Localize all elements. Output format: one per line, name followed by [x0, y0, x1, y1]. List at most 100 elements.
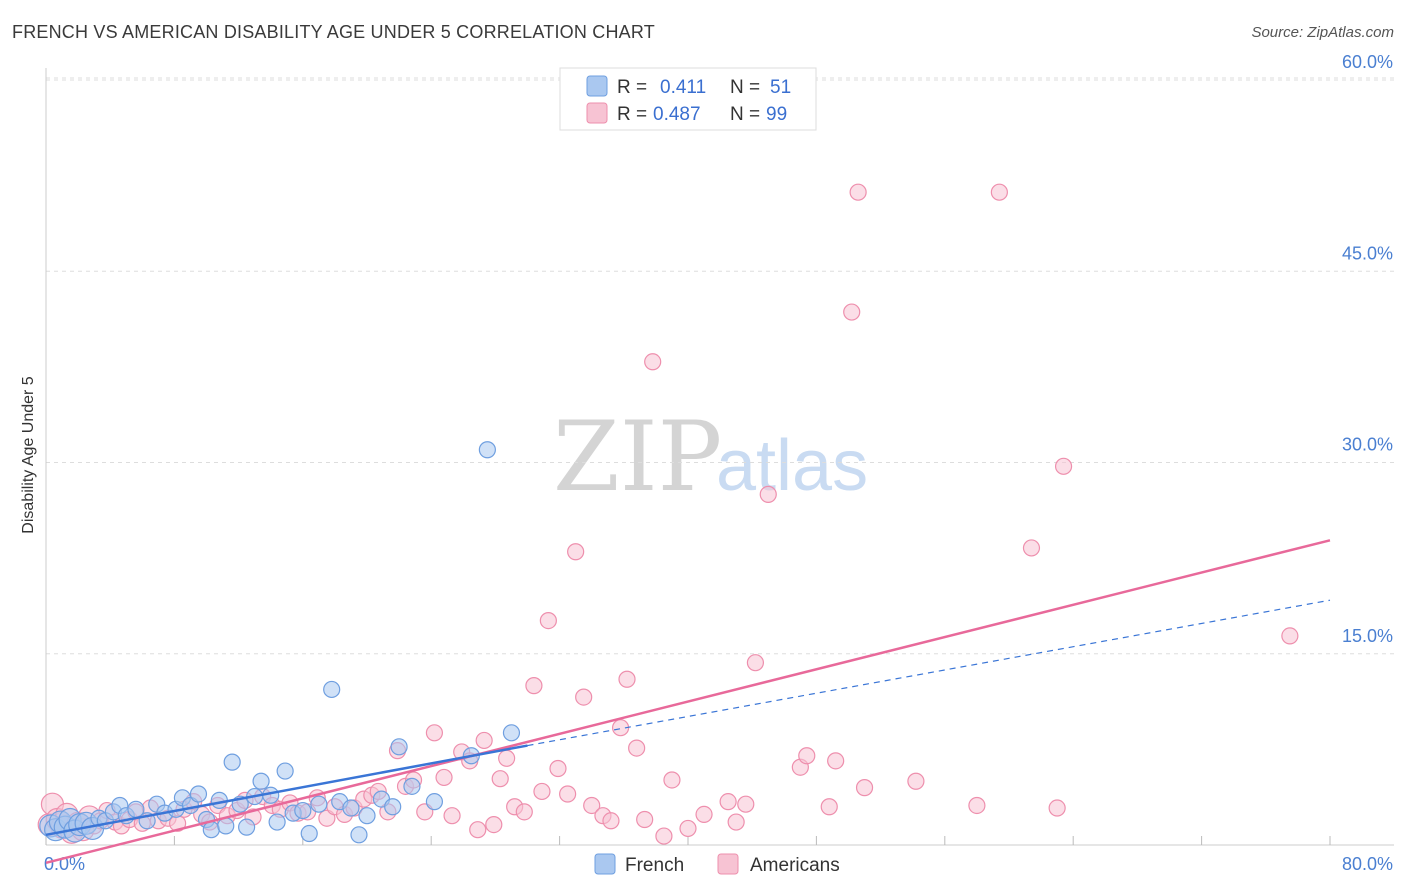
french-trend-line-extension [527, 599, 1331, 747]
french-point [323, 680, 341, 699]
french-point [403, 777, 421, 795]
x-axis-ticks [45, 836, 1331, 845]
americans-point [849, 183, 867, 201]
legend-americans-r-value: 0.487 [653, 104, 701, 125]
americans-point [525, 677, 543, 695]
americans-point [618, 670, 636, 688]
bottom-legend-french-swatch [594, 853, 616, 875]
axes [45, 68, 1394, 846]
y-tick-label-15: 15.0% [1342, 626, 1393, 646]
bottom-legend-french-label: French [625, 855, 684, 876]
bottom-legend-americans-swatch [717, 853, 739, 875]
y-tick-label-60: 60.0% [1342, 52, 1393, 72]
legend-french-swatch [586, 75, 608, 97]
chart-title: FRENCH VS AMERICAN DISABILITY AGE UNDER … [12, 22, 655, 42]
french-point [189, 785, 208, 803]
french-point [350, 826, 368, 844]
french-point [502, 724, 521, 742]
americans-point [1022, 539, 1041, 557]
americans-point [827, 752, 845, 770]
y-tick-label-45: 45.0% [1342, 243, 1393, 263]
legend-americans-n-label: N = [730, 104, 760, 125]
french-point [425, 793, 444, 811]
y-axis-label: Disability Age Under 5 [20, 376, 37, 534]
americans-point [737, 795, 755, 813]
americans-points [37, 183, 1299, 845]
legend-french-r-value: 0.411 [660, 77, 706, 98]
french-point [276, 762, 294, 780]
trend-lines [45, 539, 1331, 865]
french-point [358, 807, 376, 825]
french-point [238, 818, 256, 836]
americans-point [425, 724, 444, 742]
americans-point [469, 821, 487, 839]
americans-point [1281, 627, 1299, 645]
americans-point [746, 654, 765, 672]
french-point [202, 821, 220, 839]
americans-point [583, 796, 601, 815]
legend-americans-swatch [586, 102, 608, 124]
french-point [390, 738, 408, 756]
americans-point [759, 485, 777, 503]
french-point [300, 824, 318, 843]
french-point [310, 795, 328, 813]
americans-point [679, 819, 697, 838]
french-point [268, 813, 286, 831]
americans-point [727, 813, 745, 831]
americans-point [602, 812, 620, 830]
legend-americans-r-label: R = [617, 104, 647, 125]
french-point [294, 801, 312, 820]
french-point [384, 798, 402, 816]
americans-point [968, 796, 986, 815]
americans-point [798, 747, 816, 765]
americans-point [628, 739, 646, 757]
americans-point [1048, 799, 1066, 817]
americans-point [655, 827, 673, 845]
americans-point [820, 798, 838, 816]
americans-point [990, 183, 1008, 201]
americans-point [1054, 457, 1073, 475]
americans-point [663, 771, 681, 789]
legend-french-r-label: R = [617, 77, 647, 98]
x-tick-label-min: 0.0% [44, 854, 85, 874]
americans-point [485, 815, 503, 834]
americans-point [515, 803, 533, 821]
y-tick-label-30: 30.0% [1342, 435, 1393, 455]
bottom-legend-americans-label: Americans [750, 855, 840, 876]
source-credit: Source: ZipAtlas.com [1251, 24, 1394, 41]
watermark-zip: ZIP [553, 401, 722, 513]
legend-french-n-label: N = [730, 77, 760, 98]
americans-point [567, 543, 585, 561]
series-legend: French Americans [594, 853, 840, 876]
americans-point [475, 731, 493, 750]
french-point [478, 441, 496, 459]
americans-point [549, 759, 567, 778]
gridlines [46, 77, 1394, 655]
americans-point [695, 805, 713, 824]
french-trend-line [45, 744, 528, 837]
y-axis-ticks: 15.0% 30.0% 45.0% 60.0% [1342, 52, 1393, 646]
x-tick-label-max: 80.0% [1342, 854, 1393, 874]
americans-point [719, 793, 737, 811]
correlation-legend: R = 0.411 N = 51 R = 0.487 N = 99 [559, 67, 817, 131]
americans-trend-line [45, 539, 1331, 865]
watermark: ZIP atlas [553, 401, 868, 513]
americans-point [533, 782, 551, 801]
legend-french-n-value: 51 [770, 77, 791, 98]
legend-americans-n-value: 99 [766, 104, 787, 125]
americans-point [443, 807, 461, 825]
americans-point [539, 611, 557, 630]
americans-point [855, 779, 874, 797]
americans-point [843, 303, 861, 321]
americans-point [491, 770, 509, 788]
french-point [223, 753, 241, 771]
french-point [252, 772, 270, 790]
americans-point [636, 810, 654, 829]
americans-point [559, 785, 577, 803]
americans-point [644, 353, 662, 371]
french-point [342, 799, 360, 817]
watermark-atlas: atlas [716, 426, 868, 506]
americans-point [435, 768, 453, 787]
americans-point [575, 688, 593, 706]
